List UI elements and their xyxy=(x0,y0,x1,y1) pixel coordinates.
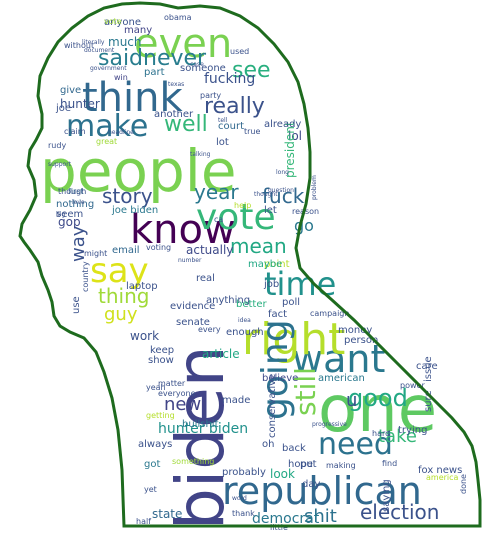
cloud-word: obama xyxy=(164,13,192,22)
cloud-word: another xyxy=(154,109,194,120)
cloud-word: person xyxy=(344,335,379,346)
cloud-word: hard xyxy=(372,429,391,438)
cloud-word: problem xyxy=(311,175,318,200)
cloud-word: use xyxy=(71,296,82,314)
cloud-word: american xyxy=(318,373,365,384)
cloud-word: day xyxy=(302,479,321,490)
cloud-word: year xyxy=(194,180,239,204)
cloud-word: saying xyxy=(381,479,392,512)
cloud-word: always xyxy=(138,439,173,450)
cloud-word: half xyxy=(136,517,152,526)
cloud-word: headline xyxy=(108,129,134,136)
cloud-word: idea xyxy=(238,317,251,324)
cloud-word: election xyxy=(360,500,440,524)
cloud-word: hope xyxy=(288,459,313,470)
cloud-word: maybe xyxy=(248,259,283,270)
cloud-word: made xyxy=(222,395,251,406)
cloud-word: rudy xyxy=(48,141,67,150)
cloud-word: let xyxy=(264,205,277,216)
cloud-word: sure xyxy=(423,390,434,412)
cloud-word: voting xyxy=(146,243,172,252)
cloud-word: little xyxy=(270,523,288,532)
cloud-word: reason xyxy=(292,207,320,216)
cloud-word: laptop xyxy=(126,281,158,292)
cloud-word: claim xyxy=(64,127,86,136)
cloud-word: bullshit xyxy=(182,419,219,430)
cloud-word: believe xyxy=(262,373,299,384)
cloud-word: probably xyxy=(222,467,266,478)
cloud-word: america xyxy=(426,473,459,482)
cloud-word: enough xyxy=(226,327,264,338)
cloud-word: job xyxy=(264,279,280,290)
cloud-word: true xyxy=(244,127,261,136)
cloud-word: government xyxy=(90,65,127,72)
cloud-word: thank xyxy=(232,509,255,518)
cloud-word: got xyxy=(144,459,161,470)
cloud-word: making xyxy=(326,461,356,470)
cloud-word: talking xyxy=(190,151,211,158)
cloud-word: win xyxy=(114,73,128,82)
cloud-word: might xyxy=(84,249,108,258)
cloud-word: article xyxy=(202,347,240,361)
cloud-word: yeah xyxy=(146,383,166,392)
cloud-word: find xyxy=(382,459,398,468)
cloud-word: fact xyxy=(268,309,288,320)
cloud-word: case xyxy=(190,61,204,68)
cloud-word: thought xyxy=(254,191,278,198)
cloud-word: poll xyxy=(282,297,301,308)
cloud-word: love xyxy=(72,199,85,206)
cloud-word: getting xyxy=(146,411,175,420)
cloud-word: power xyxy=(400,381,425,390)
cloud-word: trying xyxy=(398,425,428,436)
cloud-word: support xyxy=(48,161,72,168)
cloud-word: evidence xyxy=(170,301,216,312)
cloud-word: though xyxy=(58,187,87,196)
cloud-word: already xyxy=(264,119,302,130)
cloud-word: joe biden xyxy=(112,205,159,216)
cloud-word: give xyxy=(60,85,82,96)
cloud-word: something xyxy=(172,457,215,466)
cloud-word: every xyxy=(198,325,221,334)
cloud-word: great xyxy=(96,137,118,146)
cloud-word: guy xyxy=(104,304,138,325)
cloud-word: part xyxy=(144,67,165,78)
cloud-word: vote xyxy=(104,17,122,26)
cloud-word: fucking xyxy=(204,71,256,87)
cloud-word: done xyxy=(459,474,468,494)
cloud-word: help xyxy=(234,201,252,210)
cloud-word: texas xyxy=(168,81,185,88)
cloud-word: campaign xyxy=(310,309,350,318)
cloud-word: actually xyxy=(186,243,234,257)
cloud-word: story xyxy=(102,184,153,208)
cloud-word: many xyxy=(124,25,153,36)
cloud-word: number xyxy=(178,257,202,264)
cloud-word: progressive xyxy=(312,421,347,428)
cloud-word: joe xyxy=(56,103,72,114)
cloud-word: back xyxy=(282,443,306,454)
cloud-word: used xyxy=(230,47,250,56)
cloud-word: better xyxy=(236,299,267,310)
cloud-word: u xyxy=(346,390,358,411)
cloud-word: care xyxy=(416,361,438,372)
cloud-word: go xyxy=(294,216,314,235)
cloud-word: ca xyxy=(214,215,224,224)
cloud-word: literally xyxy=(82,39,105,46)
cloud-word: party xyxy=(200,91,222,100)
cloud-word: country xyxy=(81,261,90,292)
cloud-word: real xyxy=(196,273,215,284)
cloud-word: work xyxy=(130,329,160,343)
cloud-word: oh xyxy=(262,439,275,450)
cloud-word: tell xyxy=(218,117,228,124)
cloud-word: email xyxy=(112,245,140,256)
cloud-word: mean xyxy=(230,234,287,258)
cloud-word: word xyxy=(232,495,247,502)
cloud-word: state xyxy=(152,507,183,521)
cloud-word: lot xyxy=(216,137,229,148)
cloud-word: long xyxy=(276,169,289,176)
cloud-word: document xyxy=(84,47,115,54)
cloud-word: big xyxy=(56,211,66,218)
cloud-word: yet xyxy=(144,485,157,494)
cloud-word: show xyxy=(148,355,174,366)
